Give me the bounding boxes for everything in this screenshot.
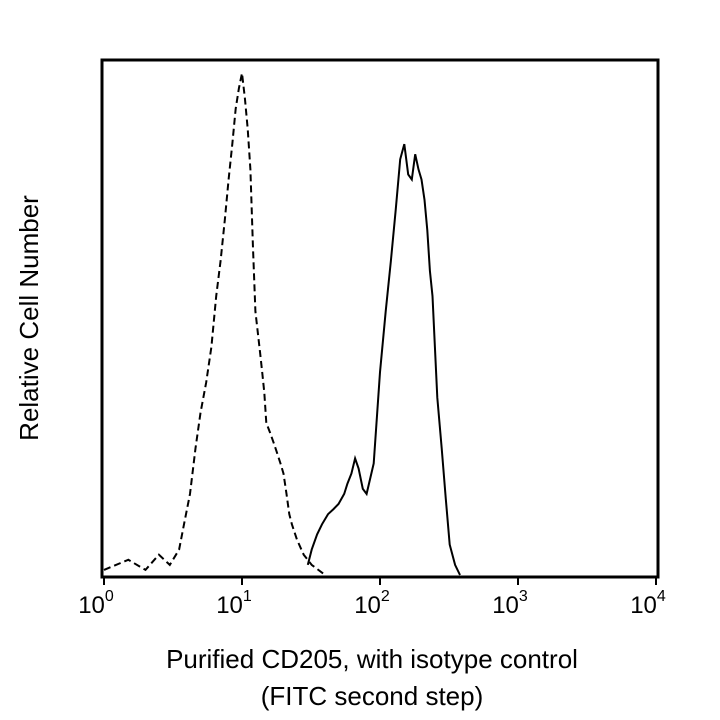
series-layer: [103, 72, 461, 576]
series-line-solid: [306, 143, 461, 576]
x-tick-label: 103: [492, 588, 528, 619]
x-tick-layer: 100 101 102 103 104: [78, 577, 666, 619]
x-tick-label: 100: [78, 588, 114, 619]
plot-frame: [100, 58, 660, 579]
x-axis-title-line-2: (FITC second step): [261, 681, 484, 711]
y-axis-title: Relative Cell Number: [14, 195, 44, 441]
x-tick-label: 102: [354, 588, 390, 619]
series-line-dashed: [103, 72, 326, 576]
x-tick-label: 104: [630, 588, 666, 619]
x-axis-title-line-1: Purified CD205, with isotype control: [166, 644, 578, 674]
x-tick-label: 101: [216, 588, 252, 619]
